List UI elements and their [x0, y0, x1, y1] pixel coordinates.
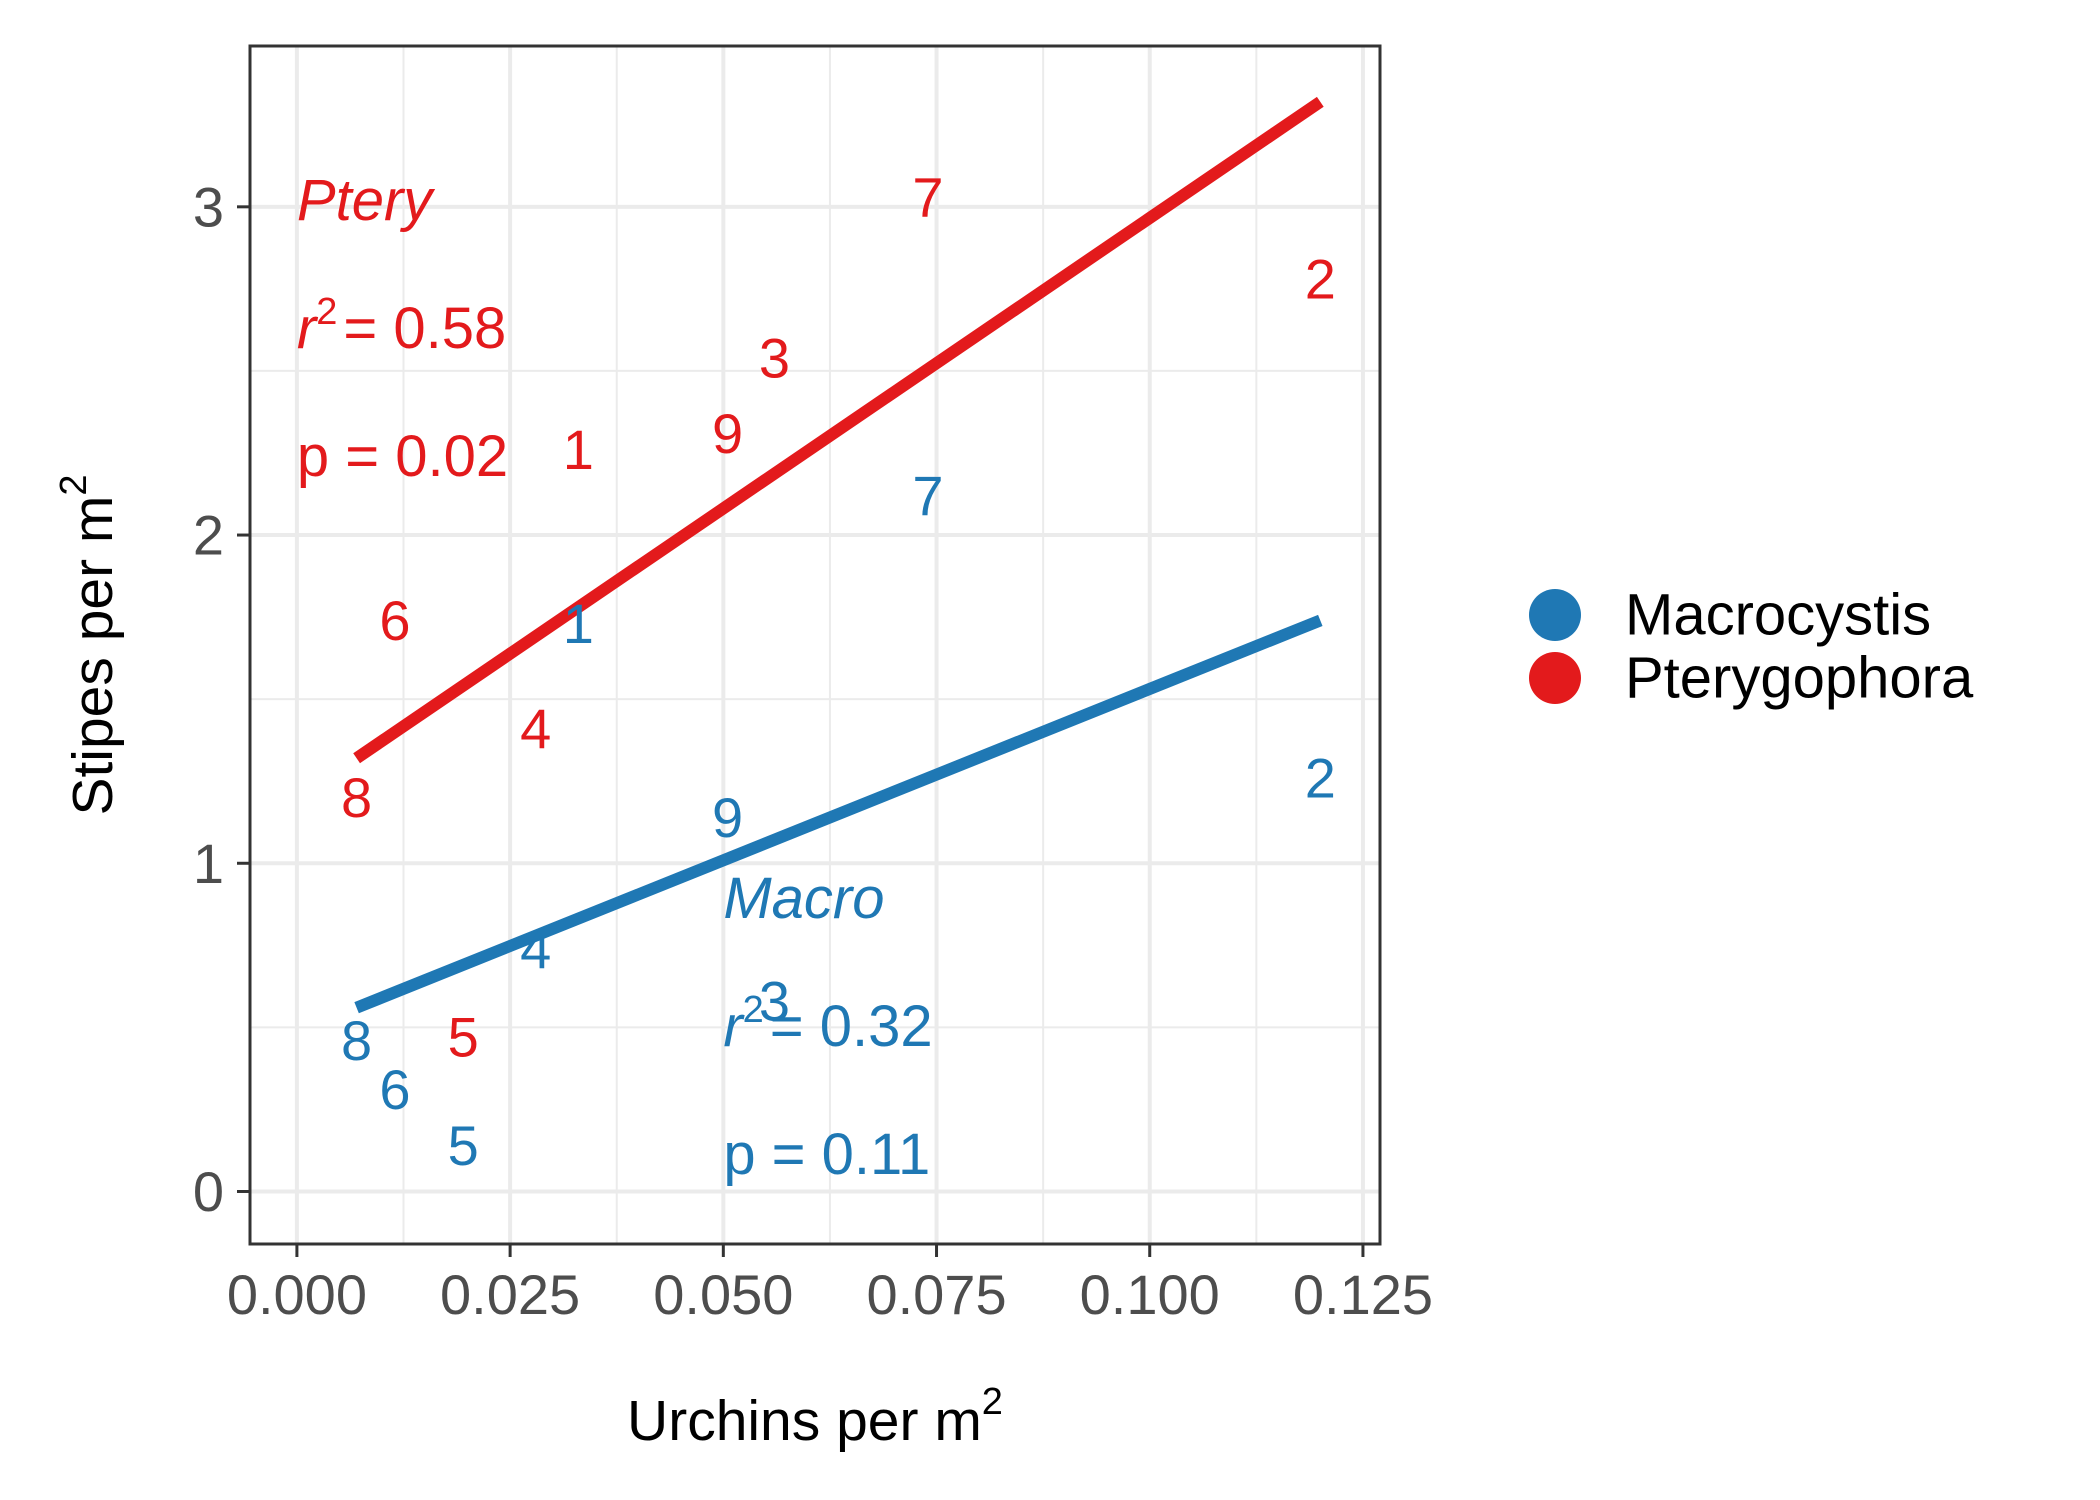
- annotation-r2: r2 = 0.32: [723, 989, 932, 1059]
- legend-label-pterygophora: Pterygophora: [1625, 646, 1974, 711]
- point-label-macrocystis: 5: [448, 1114, 479, 1177]
- stat-annotations: Ptery r2 = 0.58 p = 0.02 Macro r2 = 0.32 p = 0.…: [297, 168, 933, 1187]
- fit-line-macrocystis: [354, 614, 1323, 1014]
- point-label-pterygophora: 5: [448, 1006, 479, 1069]
- point-label-macrocystis: 9: [712, 786, 743, 849]
- axis-titles: Urchins per m2 Stipes per m2: [53, 474, 1003, 1453]
- x-axis-title: Urchins per m2: [627, 1381, 1003, 1453]
- y-axis-title: Stipes per m2: [53, 474, 125, 815]
- plot-panel-border: [248, 44, 1382, 1246]
- point-label-pterygophora: 3: [759, 326, 790, 389]
- point-label-macrocystis: 1: [563, 592, 594, 655]
- annotation-r2: r2 = 0.58: [297, 291, 506, 361]
- fit-line-pterygophora: [353, 96, 1324, 764]
- point-label-pterygophora: 4: [520, 697, 551, 760]
- y-tick-label: 3: [193, 175, 224, 238]
- x-tick-label: 0.050: [653, 1263, 793, 1326]
- grid: [250, 46, 1380, 1244]
- y-tick-label: 1: [193, 832, 224, 895]
- point-label-macrocystis: 4: [520, 917, 551, 980]
- point-label-pterygophora: 9: [712, 402, 743, 465]
- point-label-macrocystis: 2: [1305, 746, 1336, 809]
- point-label-pterygophora: 1: [563, 418, 594, 481]
- fit-lines: [353, 96, 1324, 1014]
- annotation-series-name: Macro: [723, 866, 884, 931]
- point-label-pterygophora: 6: [379, 589, 410, 652]
- point-label-pterygophora: 7: [912, 165, 943, 228]
- legend-label-macrocystis: Macrocystis: [1625, 583, 1931, 648]
- x-tick-label: 0.000: [227, 1263, 367, 1326]
- point-label-macrocystis: 6: [379, 1058, 410, 1121]
- x-tick-label: 0.100: [1080, 1263, 1220, 1326]
- legend-key-macrocystis: [1529, 589, 1581, 641]
- legend-key-pterygophora: [1529, 652, 1581, 704]
- y-tick-label: 0: [193, 1160, 224, 1223]
- point-label-macrocystis: 7: [912, 464, 943, 527]
- point-label-pterygophora: 8: [341, 766, 372, 829]
- y-tick-label: 2: [193, 504, 224, 567]
- x-tick-label: 0.025: [440, 1263, 580, 1326]
- annotation-series-name: Ptery: [297, 168, 435, 233]
- axes: 0.000 0.025 0.050 0.075 0.100 0.125 0 1 2 3: [193, 175, 1433, 1326]
- x-tick-label: 0.125: [1293, 1263, 1433, 1326]
- point-label-macrocystis: 8: [341, 1009, 372, 1072]
- point-label-pterygophora: 2: [1305, 248, 1336, 311]
- point-label-macrocystis: 3: [759, 970, 790, 1033]
- x-tick-label: 0.075: [866, 1263, 1006, 1326]
- annotation-p-value: p = 0.11: [723, 1122, 930, 1187]
- annotation-p-value: p = 0.02: [297, 424, 508, 489]
